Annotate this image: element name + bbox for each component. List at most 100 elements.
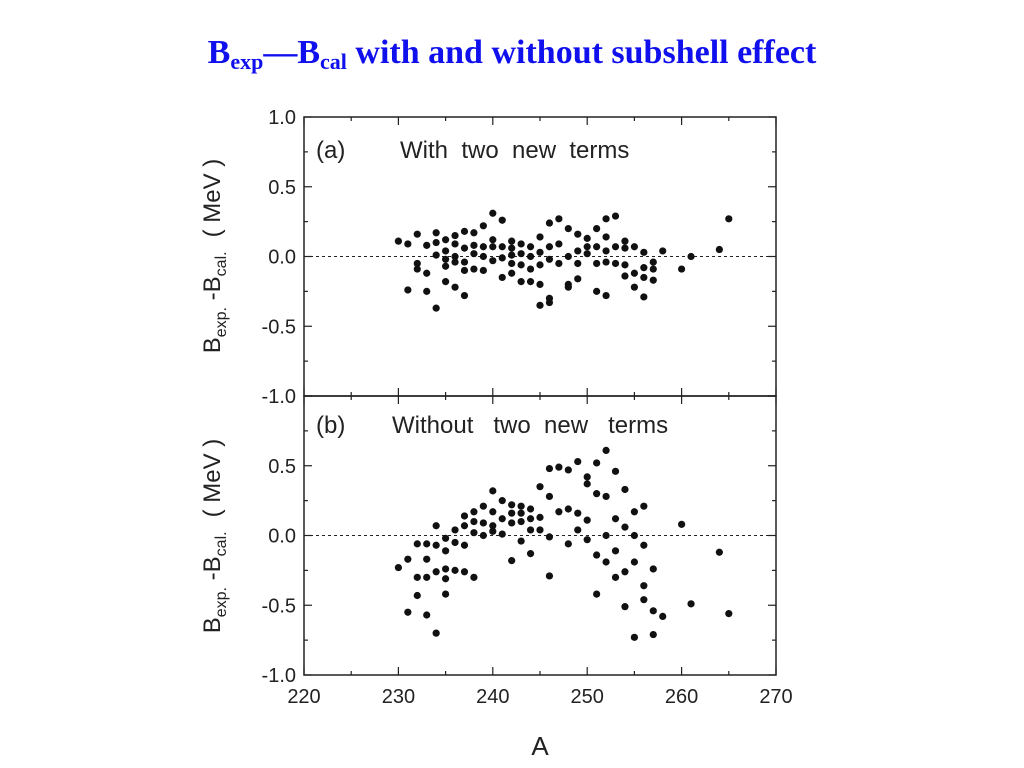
data-point	[564, 225, 572, 233]
data-point	[536, 261, 544, 269]
data-point	[423, 540, 431, 548]
data-point	[715, 245, 723, 254]
panel-a-ylabel-unit: ( MeV )	[199, 159, 226, 238]
data-point	[640, 273, 648, 282]
data-point	[442, 534, 450, 542]
data-point	[470, 250, 478, 258]
data-point	[574, 259, 582, 268]
data-point	[508, 251, 516, 259]
data-point	[611, 467, 620, 475]
data-point	[423, 269, 431, 277]
data-point	[470, 241, 478, 249]
data-point	[545, 298, 554, 307]
data-point	[489, 487, 497, 495]
data-point	[432, 522, 440, 530]
slide-title: Bexp—Bcal with and without subshell effe…	[0, 34, 1024, 75]
data-point	[555, 240, 563, 248]
data-point	[451, 526, 459, 534]
data-point	[593, 225, 601, 233]
data-point	[583, 516, 591, 524]
x-tick-label: 240	[476, 686, 509, 708]
data-point	[593, 259, 601, 268]
data-point	[621, 244, 629, 252]
data-point	[545, 255, 554, 263]
y-tick-label: -1.0	[262, 386, 296, 408]
data-point	[678, 265, 686, 273]
x-tick-label: 250	[571, 686, 604, 708]
data-point	[498, 243, 506, 251]
data-point	[602, 446, 610, 455]
data-point	[423, 241, 431, 249]
data-point	[479, 252, 487, 261]
data-point	[583, 250, 591, 258]
data-point	[715, 548, 723, 556]
data-point	[574, 457, 582, 466]
data-point	[564, 540, 572, 548]
data-point	[413, 591, 421, 600]
data-point	[413, 573, 421, 581]
x-tick-label: 260	[665, 686, 698, 708]
data-point	[678, 520, 686, 528]
panel-b-points	[394, 446, 733, 641]
data-point	[555, 215, 563, 223]
data-point	[583, 234, 591, 242]
panel-a: 1.0 0.5 0.0 -0.5 -1.0 (a) With two new terms…	[199, 107, 777, 408]
data-point	[432, 568, 440, 576]
data-point	[536, 301, 544, 309]
panel-a-ylabel-cal: cal.	[213, 251, 230, 276]
data-point	[659, 247, 667, 255]
data-point	[442, 255, 450, 263]
panel-b-ylabel-exp: exp.	[213, 587, 230, 617]
data-point	[451, 283, 459, 291]
data-point	[423, 573, 431, 581]
data-point	[649, 607, 657, 615]
data-point	[687, 600, 695, 608]
data-point	[630, 269, 639, 277]
data-point	[583, 473, 591, 481]
data-point	[583, 536, 591, 544]
title-sub-exp: exp	[230, 49, 264, 74]
data-point	[460, 258, 469, 266]
data-point	[545, 243, 554, 251]
data-point	[479, 531, 487, 540]
data-point	[508, 244, 516, 252]
data-point	[545, 219, 554, 227]
data-point	[526, 526, 535, 534]
x-tick-label: 230	[382, 686, 415, 708]
data-point	[602, 558, 610, 566]
data-point	[470, 229, 478, 237]
data-point	[630, 558, 639, 566]
data-point	[545, 533, 554, 541]
data-point	[602, 258, 610, 266]
data-point	[517, 537, 525, 545]
data-point	[630, 633, 639, 641]
y-tick-label: -0.5	[262, 316, 296, 338]
data-point	[442, 278, 450, 286]
y-tick-label: 0.5	[268, 177, 296, 199]
data-point	[574, 230, 582, 238]
y-tick-label: 0.0	[268, 247, 296, 269]
data-point	[489, 508, 497, 516]
data-point	[432, 229, 440, 237]
data-point	[630, 283, 639, 291]
data-point	[498, 530, 506, 538]
data-point	[564, 505, 572, 513]
data-point	[555, 463, 563, 471]
data-point	[423, 287, 431, 295]
data-point	[413, 265, 421, 273]
data-point	[593, 459, 601, 467]
data-point	[621, 485, 629, 494]
data-point	[555, 508, 563, 516]
data-point	[640, 264, 648, 272]
data-point	[602, 233, 610, 241]
title-b-exp: B	[207, 34, 231, 71]
data-point	[413, 540, 421, 548]
data-point	[479, 519, 487, 527]
panel-a-ylabel-b: B	[199, 337, 226, 353]
data-point	[536, 483, 544, 491]
panel-b-ylabel-b: B	[199, 617, 226, 633]
data-point	[602, 492, 610, 501]
data-point	[536, 248, 544, 256]
data-point	[517, 517, 525, 526]
data-point	[517, 250, 525, 258]
